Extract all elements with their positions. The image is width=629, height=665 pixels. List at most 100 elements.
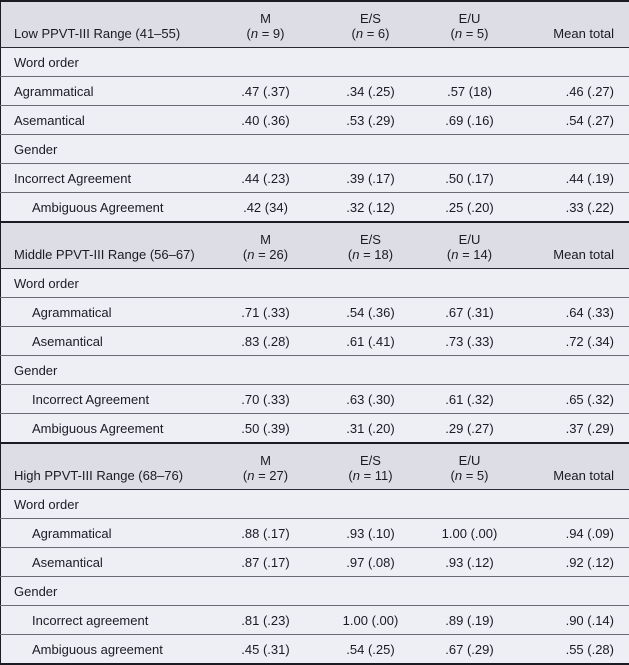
data-row: Asemantical.83 (.28).61 (.41).73 (.33).7…	[1, 327, 629, 356]
column-group-header: E/S(n = 6)	[321, 1, 421, 48]
subheader-label: Gender	[1, 356, 629, 385]
mean-total-cell: .94 (.09)	[519, 519, 629, 548]
value-cell: .93 (.10)	[321, 519, 421, 548]
value-cell: .47 (.37)	[211, 77, 321, 106]
subheader-row: Gender	[1, 356, 629, 385]
row-label: Agrammatical	[1, 298, 211, 327]
row-label: Ambiguous agreement	[1, 635, 211, 665]
mean-total-header: Mean total	[519, 222, 629, 269]
value-cell: .81 (.23)	[211, 606, 321, 635]
mean-total-cell: .46 (.27)	[519, 77, 629, 106]
column-group-name: E/S	[360, 453, 381, 468]
value-cell: .25 (.20)	[421, 193, 519, 223]
column-group-name: M	[260, 453, 271, 468]
data-row: Incorrect Agreement.70 (.33).63 (.30).61…	[1, 385, 629, 414]
value-cell: 1.00 (.00)	[321, 606, 421, 635]
n-italic: n	[251, 26, 258, 41]
mean-total-header: Mean total	[519, 1, 629, 48]
section-header-row: High PPVT-III Range (68–76)M(n = 27)E/S(…	[1, 443, 629, 490]
data-row: Incorrect agreement.81 (.23)1.00 (.00).8…	[1, 606, 629, 635]
column-group-name: E/U	[459, 232, 481, 247]
value-cell: .97 (.08)	[321, 548, 421, 577]
column-group-header: M(n = 26)	[211, 222, 321, 269]
row-label: Ambiguous Agreement	[1, 193, 211, 223]
value-cell: .42 (34)	[211, 193, 321, 223]
value-cell: .63 (.30)	[321, 385, 421, 414]
mean-total-header-label: Mean total	[553, 468, 614, 483]
section-title: Low PPVT-III Range (41–55)	[1, 1, 211, 48]
value-cell: .44 (.23)	[211, 164, 321, 193]
column-group-header: E/U(n = 5)	[421, 1, 519, 48]
column-group-n-count: (n = 26)	[243, 247, 288, 262]
n-italic: n	[352, 247, 359, 262]
value-cell: .73 (.33)	[421, 327, 519, 356]
column-group-stack: E/S(n = 6)	[321, 11, 421, 41]
value-cell: .83 (.28)	[211, 327, 321, 356]
value-cell: .71 (.33)	[211, 298, 321, 327]
section-title-label: High PPVT-III Range (68–76)	[14, 468, 183, 483]
value-cell: .87 (.17)	[211, 548, 321, 577]
value-cell: .45 (.31)	[211, 635, 321, 665]
value-cell: .54 (.36)	[321, 298, 421, 327]
section-header-row: Low PPVT-III Range (41–55) M(n = 9)E/S(n …	[1, 1, 629, 48]
column-group-n-count: (n = 6)	[352, 26, 390, 41]
subheader-label: Word order	[1, 269, 629, 298]
mean-total-cell: .37 (.29)	[519, 414, 629, 444]
row-label: Incorrect Agreement	[1, 164, 211, 193]
mean-total-header-label: Mean total	[553, 26, 614, 41]
data-row: Agrammatical.47 (.37).34 (.25).57 (18).4…	[1, 77, 629, 106]
subheader-row: Word order	[1, 269, 629, 298]
section-title-label: Low PPVT-III Range (41–55)	[14, 26, 180, 41]
column-group-stack: M(n = 27)	[211, 453, 321, 483]
value-cell: .31 (.20)	[321, 414, 421, 444]
data-row: Asemantical.40 (.36).53 (.29).69 (.16).5…	[1, 106, 629, 135]
row-label: Asemantical	[1, 327, 211, 356]
column-group-header: M(n = 9)	[211, 1, 321, 48]
value-cell: .67 (.31)	[421, 298, 519, 327]
mean-total-cell: .92 (.12)	[519, 548, 629, 577]
n-italic: n	[353, 468, 360, 483]
column-group-n-count: (n = 18)	[348, 247, 393, 262]
row-label: Incorrect Agreement	[1, 385, 211, 414]
mean-total-cell: .90 (.14)	[519, 606, 629, 635]
value-cell: .54 (.25)	[321, 635, 421, 665]
value-cell: .50 (.17)	[421, 164, 519, 193]
value-cell: .50 (.39)	[211, 414, 321, 444]
data-row: Incorrect Agreement.44 (.23).39 (.17).50…	[1, 164, 629, 193]
column-group-stack: M(n = 9)	[211, 11, 321, 41]
value-cell: .53 (.29)	[321, 106, 421, 135]
data-row: Ambiguous agreement.45 (.31).54 (.25).67…	[1, 635, 629, 665]
column-group-header: E/U(n = 14)	[421, 222, 519, 269]
column-group-name: E/U	[459, 453, 481, 468]
column-group-header: E/S(n = 11)	[321, 443, 421, 490]
mean-total-cell: .33 (.22)	[519, 193, 629, 223]
column-group-n-count: (n = 14)	[447, 247, 492, 262]
subheader-row: Gender	[1, 135, 629, 164]
column-group-stack: E/U(n = 5)	[421, 453, 519, 483]
data-row: Asemantical.87 (.17).97 (.08).93 (.12).9…	[1, 548, 629, 577]
section-title: High PPVT-III Range (68–76)	[1, 443, 211, 490]
data-row: Ambiguous Agreement.50 (.39).31 (.20).29…	[1, 414, 629, 444]
subheader-label: Gender	[1, 577, 629, 606]
subheader-row: Word order	[1, 48, 629, 77]
column-group-name: E/U	[459, 11, 481, 26]
column-group-header: M(n = 27)	[211, 443, 321, 490]
mean-total-cell: .44 (.19)	[519, 164, 629, 193]
subheader-row: Gender	[1, 577, 629, 606]
section-title-label: Middle PPVT-III Range (56–67)	[14, 247, 195, 262]
value-cell: .89 (.19)	[421, 606, 519, 635]
row-label: Ambiguous Agreement	[1, 414, 211, 444]
data-row: Agrammatical.88 (.17).93 (.10)1.00 (.00)…	[1, 519, 629, 548]
value-cell: .67 (.29)	[421, 635, 519, 665]
section-header-row: Middle PPVT-III Range (56–67) M(n = 26) E/…	[1, 222, 629, 269]
mean-total-cell: .65 (.32)	[519, 385, 629, 414]
column-group-name: M	[260, 11, 271, 26]
subheader-label: Gender	[1, 135, 629, 164]
value-cell: .40 (.36)	[211, 106, 321, 135]
column-group-name: E/S	[360, 232, 381, 247]
column-group-stack: M(n = 26)	[211, 232, 321, 262]
column-group-n-count: (n = 27)	[243, 468, 288, 483]
value-cell: .61 (.41)	[321, 327, 421, 356]
